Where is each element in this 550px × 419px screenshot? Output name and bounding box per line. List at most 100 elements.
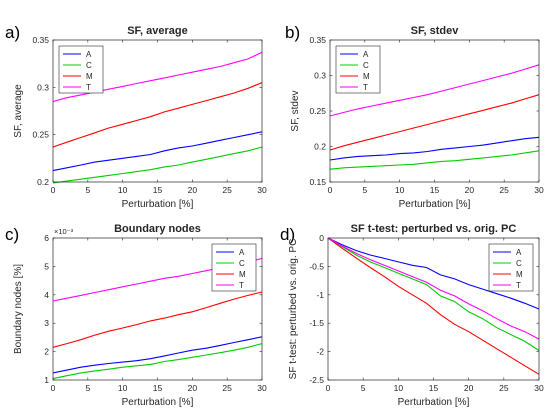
x-tick-label: 30 xyxy=(534,383,544,393)
x-tick-label: 5 xyxy=(85,383,90,393)
series-line-C xyxy=(327,237,540,351)
y-tick-label: 5 xyxy=(44,261,49,271)
legend-label-T: T xyxy=(363,83,368,92)
legend-label-M: M xyxy=(86,72,93,81)
series-line-M xyxy=(329,94,540,151)
legend-label-C: C xyxy=(516,259,522,268)
x-tick-label: 25 xyxy=(222,383,232,393)
y-tick-label: -2.5 xyxy=(309,375,324,385)
x-axis-label: Perturbation [%] xyxy=(399,199,471,210)
y-tick-label: -0.5 xyxy=(309,261,324,271)
legend-label-T: T xyxy=(516,281,521,290)
series-line-A xyxy=(329,136,540,161)
x-tick-label: 20 xyxy=(464,383,474,393)
x-tick-label: 0 xyxy=(51,383,56,393)
y-tick-label: 6 xyxy=(44,233,49,243)
series-line-T xyxy=(327,237,540,340)
legend-box xyxy=(488,243,534,292)
legend-box xyxy=(211,243,257,292)
legend-label-M: M xyxy=(363,72,370,81)
y-tick-label: 0.25 xyxy=(309,106,326,116)
legend-label-A: A xyxy=(86,50,92,59)
x-tick-label: 0 xyxy=(51,185,56,195)
legend-label-T: T xyxy=(239,281,244,290)
panel-letter: c) xyxy=(5,225,19,244)
x-tick-label: 30 xyxy=(534,185,544,195)
legend-label-M: M xyxy=(239,270,246,279)
x-tick-label: 15 xyxy=(430,185,440,195)
legend-label-C: C xyxy=(86,61,92,70)
series-line-T xyxy=(52,51,263,103)
panel-letter: b) xyxy=(285,23,300,42)
x-tick-label: 10 xyxy=(118,383,128,393)
legend-label-A: A xyxy=(516,248,522,257)
y-axis-label: SF, average xyxy=(13,84,24,138)
x-tick-label: 0 xyxy=(326,383,331,393)
x-tick-label: 15 xyxy=(153,383,163,393)
x-tick-label: 5 xyxy=(85,185,90,195)
series-line-C xyxy=(52,343,263,380)
x-tick-label: 10 xyxy=(118,185,128,195)
x-axis-label: Perturbation [%] xyxy=(122,397,194,408)
x-axis-label: Perturbation [%] xyxy=(398,397,470,408)
chart-title: SF t-test: perturbed vs. orig. PC xyxy=(351,223,517,235)
y-tick-label: -1.5 xyxy=(309,318,324,328)
series-line-A xyxy=(52,336,263,374)
y-tick-label: 0.3 xyxy=(314,71,326,81)
y-tick-label: 0.35 xyxy=(32,35,49,45)
y-tick-label: 0.3 xyxy=(37,82,49,92)
y-tick-label: 4 xyxy=(44,290,49,300)
y-axis-label: SF t-test: perturbed vs. orig. PC xyxy=(288,239,299,380)
axes-box xyxy=(329,39,540,183)
x-axis-label: Perturbation [%] xyxy=(122,199,194,210)
series-line-C xyxy=(329,150,540,170)
x-tick-label: 0 xyxy=(328,185,333,195)
chart-title: SF, stdev xyxy=(411,25,460,37)
legend-label-M: M xyxy=(516,270,523,279)
y-axis-label: Boundary nodes [%] xyxy=(13,264,24,354)
axes-box xyxy=(52,237,263,381)
legend-box xyxy=(335,45,381,94)
legend-label-T: T xyxy=(86,83,91,92)
chart-title: Boundary nodes xyxy=(114,223,201,235)
y-tick-label: 0.15 xyxy=(309,177,326,187)
series-line-M xyxy=(327,237,540,375)
legend-label-A: A xyxy=(239,248,245,257)
panel-letter: d) xyxy=(280,225,295,244)
axes-box xyxy=(327,237,540,381)
x-tick-label: 20 xyxy=(465,185,475,195)
chart-panel-1: a) SF, average 0 5 10 15 20 25 30 0.2 0.25 0.3 0.35 P… xyxy=(5,23,267,210)
series-line-C xyxy=(52,146,263,184)
chart-panel-2: b) SF, stdev 0 5 10 15 20 25 30 0.15 0.2 0.25 0.3 0.3… xyxy=(285,23,544,210)
x-tick-label: 5 xyxy=(362,185,367,195)
axes-box xyxy=(52,39,263,183)
series-line-T xyxy=(329,64,540,117)
y-tick-label: 3 xyxy=(44,318,49,328)
x-tick-label: 25 xyxy=(499,185,509,195)
series-line-A xyxy=(52,131,263,172)
panel-letter: a) xyxy=(5,23,20,42)
y-axis-label: SF, stdev xyxy=(290,90,301,131)
y-tick-label: 2 xyxy=(44,347,49,357)
x-tick-label: 5 xyxy=(361,383,366,393)
y-tick-label: 1 xyxy=(44,375,49,385)
x-tick-label: 25 xyxy=(499,383,509,393)
chart-panel-3: c) Boundary nodes 0 5 10 15 20 25 30 1 2 3 4 5 6 ×10⁻³ P… xyxy=(5,223,267,408)
x-tick-label: 15 xyxy=(429,383,439,393)
x-tick-label: 20 xyxy=(188,185,198,195)
legend-label-C: C xyxy=(239,259,245,268)
x-tick-label: 30 xyxy=(257,383,267,393)
legend-label-C: C xyxy=(363,61,369,70)
x-tick-label: 30 xyxy=(257,185,267,195)
legend-label-A: A xyxy=(363,50,369,59)
y-tick-label: 0.35 xyxy=(309,35,326,45)
y-tick-label: 0.25 xyxy=(32,130,49,140)
y-tick-label: 0.2 xyxy=(37,177,49,187)
legend-box xyxy=(58,45,104,94)
y-tick-label: -1 xyxy=(316,290,324,300)
